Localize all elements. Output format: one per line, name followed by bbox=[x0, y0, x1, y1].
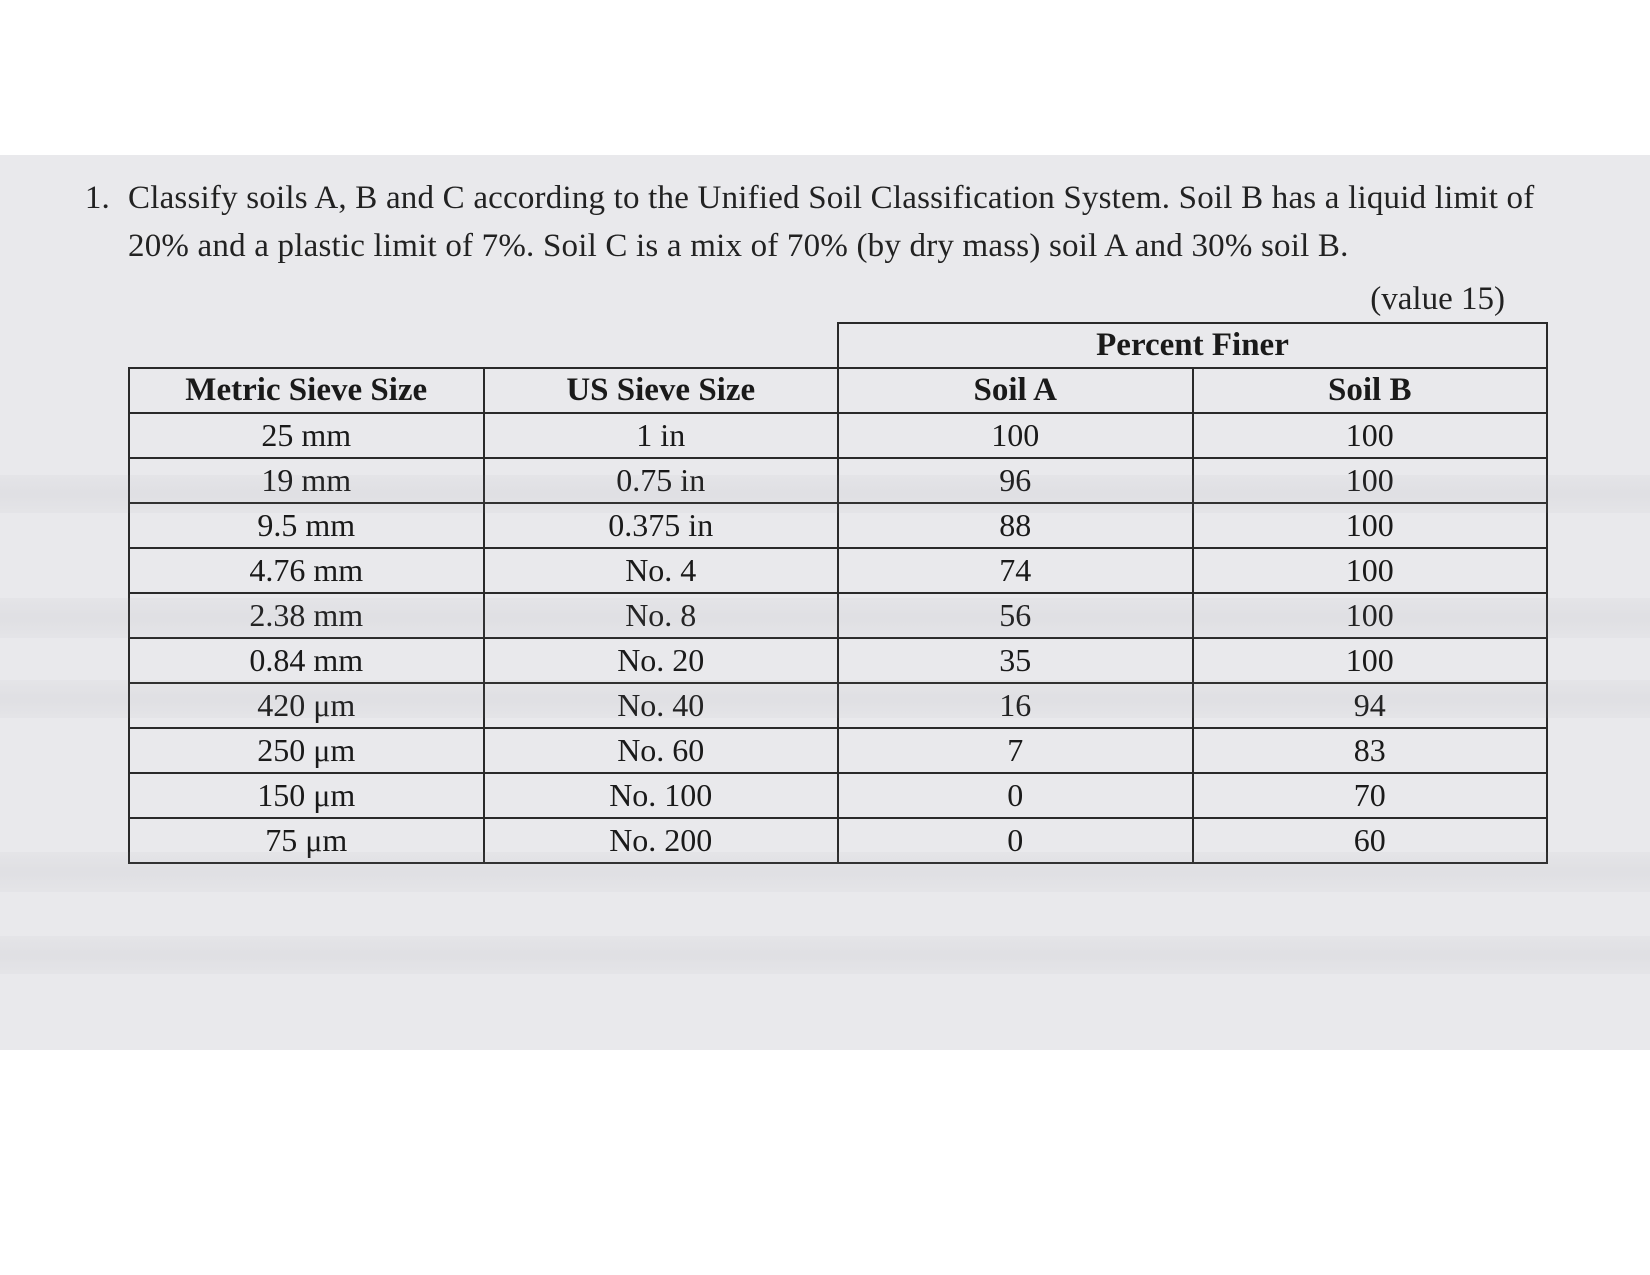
header-soil-b: Soil B bbox=[1193, 368, 1548, 413]
cell-metric: 250 μm bbox=[129, 728, 484, 773]
cell-soil-a: 96 bbox=[838, 458, 1193, 503]
cell-metric: 2.38 mm bbox=[129, 593, 484, 638]
cell-soil-b: 100 bbox=[1193, 413, 1548, 458]
cell-soil-a: 74 bbox=[838, 548, 1193, 593]
cell-us: No. 200 bbox=[484, 818, 839, 863]
question-block: 1. Classify soils A, B and C according t… bbox=[70, 175, 1590, 864]
cell-soil-b: 94 bbox=[1193, 683, 1548, 728]
table-row: 150 μm No. 100 0 70 bbox=[129, 773, 1547, 818]
cell-metric: 420 μm bbox=[129, 683, 484, 728]
header-blank bbox=[129, 323, 484, 368]
sieve-table-wrap: Percent Finer Metric Sieve Size US Sieve… bbox=[128, 322, 1548, 864]
cell-soil-a: 100 bbox=[838, 413, 1193, 458]
cell-soil-b: 100 bbox=[1193, 458, 1548, 503]
cell-soil-a: 56 bbox=[838, 593, 1193, 638]
table-header-row-1: Percent Finer bbox=[129, 323, 1547, 368]
cell-soil-a: 7 bbox=[838, 728, 1193, 773]
table-header-row-2: Metric Sieve Size US Sieve Size Soil A S… bbox=[129, 368, 1547, 413]
cell-soil-b: 83 bbox=[1193, 728, 1548, 773]
table-row: 9.5 mm 0.375 in 88 100 bbox=[129, 503, 1547, 548]
cell-us: No. 40 bbox=[484, 683, 839, 728]
cell-us: No. 4 bbox=[484, 548, 839, 593]
cell-metric: 9.5 mm bbox=[129, 503, 484, 548]
cell-metric: 0.84 mm bbox=[129, 638, 484, 683]
cell-us: 0.75 in bbox=[484, 458, 839, 503]
table-row: 25 mm 1 in 100 100 bbox=[129, 413, 1547, 458]
cell-soil-a: 16 bbox=[838, 683, 1193, 728]
question-number: 1. bbox=[70, 175, 128, 223]
cell-soil-a: 35 bbox=[838, 638, 1193, 683]
table-row: 4.76 mm No. 4 74 100 bbox=[129, 548, 1547, 593]
cell-soil-b: 100 bbox=[1193, 593, 1548, 638]
cell-us: No. 100 bbox=[484, 773, 839, 818]
cell-soil-a: 88 bbox=[838, 503, 1193, 548]
header-us-sieve: US Sieve Size bbox=[484, 368, 839, 413]
question-value-label: (value 15) bbox=[70, 281, 1590, 318]
cell-metric: 19 mm bbox=[129, 458, 484, 503]
question-text-row: 1. Classify soils A, B and C according t… bbox=[70, 175, 1590, 271]
cell-metric: 75 μm bbox=[129, 818, 484, 863]
table-row: 420 μm No. 40 16 94 bbox=[129, 683, 1547, 728]
table-row: 2.38 mm No. 8 56 100 bbox=[129, 593, 1547, 638]
header-metric-sieve: Metric Sieve Size bbox=[129, 368, 484, 413]
cell-soil-b: 60 bbox=[1193, 818, 1548, 863]
cell-soil-a: 0 bbox=[838, 773, 1193, 818]
table-row: 0.84 mm No. 20 35 100 bbox=[129, 638, 1547, 683]
table-row: 19 mm 0.75 in 96 100 bbox=[129, 458, 1547, 503]
cell-soil-a: 0 bbox=[838, 818, 1193, 863]
cell-us: No. 20 bbox=[484, 638, 839, 683]
cell-us: No. 60 bbox=[484, 728, 839, 773]
cell-us: 0.375 in bbox=[484, 503, 839, 548]
cell-us: No. 8 bbox=[484, 593, 839, 638]
cell-soil-b: 100 bbox=[1193, 638, 1548, 683]
header-blank bbox=[484, 323, 839, 368]
cell-metric: 4.76 mm bbox=[129, 548, 484, 593]
cell-soil-b: 70 bbox=[1193, 773, 1548, 818]
sieve-table: Percent Finer Metric Sieve Size US Sieve… bbox=[128, 322, 1548, 864]
table-row: 75 μm No. 200 0 60 bbox=[129, 818, 1547, 863]
cell-soil-b: 100 bbox=[1193, 503, 1548, 548]
cell-metric: 150 μm bbox=[129, 773, 484, 818]
sieve-table-body: 25 mm 1 in 100 100 19 mm 0.75 in 96 100 … bbox=[129, 413, 1547, 863]
question-text: Classify soils A, B and C according to t… bbox=[128, 175, 1590, 271]
table-row: 250 μm No. 60 7 83 bbox=[129, 728, 1547, 773]
cell-us: 1 in bbox=[484, 413, 839, 458]
header-soil-a: Soil A bbox=[838, 368, 1193, 413]
cell-metric: 25 mm bbox=[129, 413, 484, 458]
header-percent-finer: Percent Finer bbox=[838, 323, 1547, 368]
cell-soil-b: 100 bbox=[1193, 548, 1548, 593]
